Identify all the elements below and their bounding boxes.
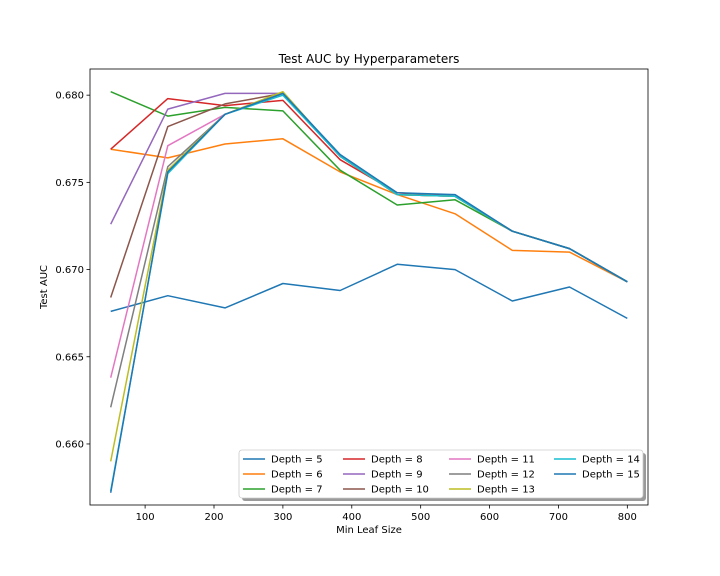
x-tick-label: 800 xyxy=(618,512,637,523)
x-tick-label: 400 xyxy=(342,512,361,523)
series-line-depth-12 xyxy=(109,92,628,408)
legend-label: Depth = 10 xyxy=(371,485,429,496)
legend-label: Depth = 9 xyxy=(371,470,423,481)
x-tick-label: 600 xyxy=(480,512,499,523)
x-tick-label: 200 xyxy=(204,512,223,523)
legend-box xyxy=(238,449,644,499)
legend-label: Depth = 12 xyxy=(477,470,535,481)
series-line-depth-11 xyxy=(109,92,628,378)
series-line-depth-15 xyxy=(109,92,628,493)
legend-label: Depth = 5 xyxy=(271,455,323,466)
y-tick-label: 0.665 xyxy=(55,352,84,363)
series-group xyxy=(109,90,628,493)
chart-title: Test AUC by Hyperparameters xyxy=(278,52,460,66)
x-tick-label: 100 xyxy=(136,512,155,523)
x-tick-label: 300 xyxy=(273,512,292,523)
series-line-depth-14 xyxy=(109,94,628,492)
y-tick-label: 0.670 xyxy=(55,265,84,276)
series-line-depth-6 xyxy=(110,138,628,283)
series-line-depth-5 xyxy=(110,263,628,320)
legend-label: Depth = 14 xyxy=(582,455,640,466)
x-axis-label: Min Leaf Size xyxy=(336,525,402,536)
legend-label: Depth = 8 xyxy=(371,455,423,466)
legend[interactable]: Depth = 5 Depth = 6 Depth = 7 Depth = 8 Dept… xyxy=(238,449,646,501)
plot-area-frame xyxy=(89,68,649,506)
series-line-depth-8 xyxy=(110,97,628,283)
series-line-depth-7 xyxy=(110,91,628,283)
x-axis: 100 200 300 400 500 600 700 800 xyxy=(136,505,637,523)
legend-label: Depth = 11 xyxy=(477,455,535,466)
y-axis-label: Test AUC xyxy=(39,265,50,310)
y-tick-label: 0.675 xyxy=(55,178,84,189)
series-line-depth-10 xyxy=(109,92,628,298)
y-tick-label: 0.660 xyxy=(55,439,84,450)
legend-label: Depth = 7 xyxy=(271,485,323,496)
legend-label: Depth = 6 xyxy=(271,470,323,481)
y-tick-label: 0.680 xyxy=(55,91,84,102)
legend-label: Depth = 13 xyxy=(477,485,535,496)
legend-label: Depth = 15 xyxy=(582,470,640,481)
y-axis: 0.660 0.665 0.670 0.675 0.680 xyxy=(55,91,90,450)
x-tick-label: 500 xyxy=(411,512,430,523)
x-tick-label: 700 xyxy=(549,512,568,523)
